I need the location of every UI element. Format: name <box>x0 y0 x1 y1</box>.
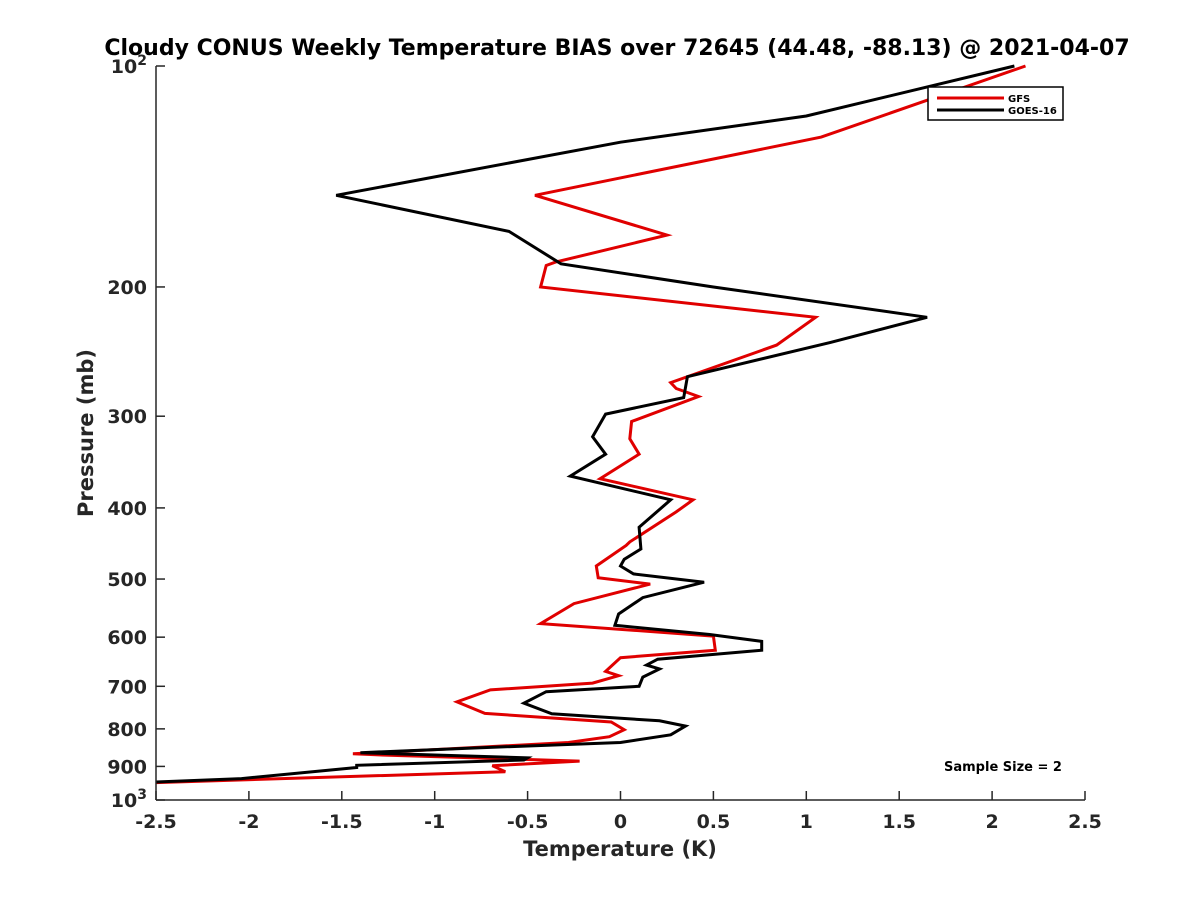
x-tick-label: -2.5 <box>135 811 177 833</box>
y-tick-label: 600 <box>107 627 147 649</box>
y-ticks: 102 200 300 400 500 600 700 800 900 103 <box>107 53 165 812</box>
legend-label-goes-16: GOES-16 <box>1008 106 1057 117</box>
series-line-gfs <box>155 64 1026 785</box>
x-tick-label: 2 <box>985 811 998 833</box>
x-tick-label: 0 <box>614 811 627 833</box>
y-tick-label: 500 <box>107 569 147 591</box>
sample-size-annotation: Sample Size = 2 <box>944 760 1062 775</box>
x-tick-label: 1.5 <box>882 811 916 833</box>
x-tick-label: 2.5 <box>1068 811 1102 833</box>
series-layer <box>155 64 1026 785</box>
chart-title: Cloudy CONUS Weekly Temperature BIAS ove… <box>104 36 1129 61</box>
legend-label-gfs: GFS <box>1008 94 1030 105</box>
y-tick-label: 102 <box>111 53 147 78</box>
y-axis-label: Pressure (mb) <box>74 349 98 517</box>
y-tick-label: 200 <box>107 277 147 299</box>
y-tick-label: 800 <box>107 719 147 741</box>
y-tick-label: 400 <box>107 498 147 520</box>
x-tick-label: -1.5 <box>321 811 363 833</box>
x-tick-label: -1 <box>424 811 445 833</box>
y-tick-label: 700 <box>107 676 147 698</box>
x-axis-label: Temperature (K) <box>523 837 717 861</box>
y-tick-label: 103 <box>111 787 147 812</box>
plot-area <box>156 66 1085 800</box>
x-tick-label: -0.5 <box>507 811 549 833</box>
x-tick-label: 0.5 <box>697 811 731 833</box>
x-ticks: -2.5 -2 -1.5 -1 -0.5 0 0.5 1 1.5 2 2.5 <box>135 791 1102 833</box>
y-tick-label: 900 <box>107 756 147 778</box>
y-tick-label: 300 <box>107 406 147 428</box>
legend-box <box>927 86 1064 121</box>
x-tick-label: -2 <box>238 811 259 833</box>
series-line-goes-16 <box>155 64 1015 784</box>
x-tick-label: 1 <box>800 811 813 833</box>
